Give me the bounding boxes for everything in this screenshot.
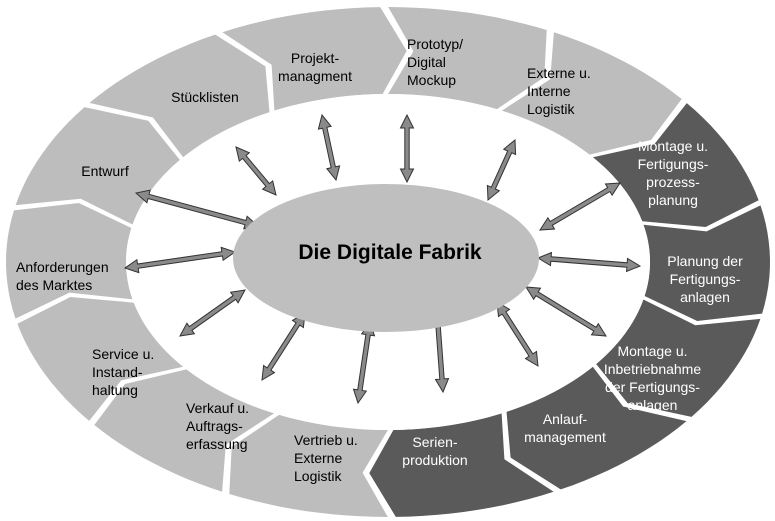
center-title: Die Digitale Fabrik xyxy=(298,241,482,264)
segment-anlauf xyxy=(506,366,687,490)
segment-anforderungen xyxy=(6,203,133,319)
segment-projekt xyxy=(222,7,407,111)
segment-label-service: Service u. Instand- haltung xyxy=(92,346,155,398)
segment-label-montage-inbetrieb: Montage u. Inbetriebnahme der Fertigungs… xyxy=(603,343,702,413)
center-ellipse xyxy=(233,184,539,332)
double-arrow-12 xyxy=(179,289,246,337)
double-arrow-3 xyxy=(399,113,415,184)
arrows-layer xyxy=(123,113,642,405)
segment-label-externe-interne: Externe u. Interne Logistik xyxy=(527,65,591,117)
segment-planung-anlagen xyxy=(643,205,770,321)
segment-label-anlauf: Anlauf- management xyxy=(524,411,606,445)
segment-label-serien: Serien- produktion xyxy=(402,434,468,468)
segment-label-stuecklisten: Stücklisten xyxy=(171,89,239,105)
double-arrow-1 xyxy=(235,146,277,196)
segments-layer xyxy=(6,7,770,517)
segment-prototyp xyxy=(388,7,547,110)
segment-stuecklisten xyxy=(89,34,270,158)
segment-label-vertrieb: Vertrieb u. Externe Logistik xyxy=(294,432,358,484)
segment-service xyxy=(17,297,184,421)
double-arrow-2 xyxy=(317,113,341,182)
segment-label-entwurf: Entwurf xyxy=(81,163,129,179)
segment-externe-interne xyxy=(501,32,682,155)
segment-label-planung-anlagen: Planung der Fertigungs- anlagen xyxy=(667,253,743,305)
segment-verkauf xyxy=(94,369,275,492)
segment-label-verkauf: Verkauf u. Auftrags- erfassung xyxy=(186,400,250,452)
segment-label-projekt: Projekt- managment xyxy=(278,50,352,84)
segment-vertrieb xyxy=(229,414,388,517)
segment-label-anforderungen: Anforderungen des Marktes xyxy=(16,259,109,293)
double-arrow-4 xyxy=(486,138,517,202)
segment-label-prototyp: Prototyp/ Digital Mockup xyxy=(407,36,464,88)
segment-label-montage-planung: Montage u. Fertigungs- prozess- planung xyxy=(637,138,709,208)
double-arrow-5 xyxy=(539,182,621,231)
segment-montage-planung xyxy=(592,103,759,227)
segment-serien xyxy=(369,413,554,517)
segment-montage-inbetrieb xyxy=(596,299,761,417)
